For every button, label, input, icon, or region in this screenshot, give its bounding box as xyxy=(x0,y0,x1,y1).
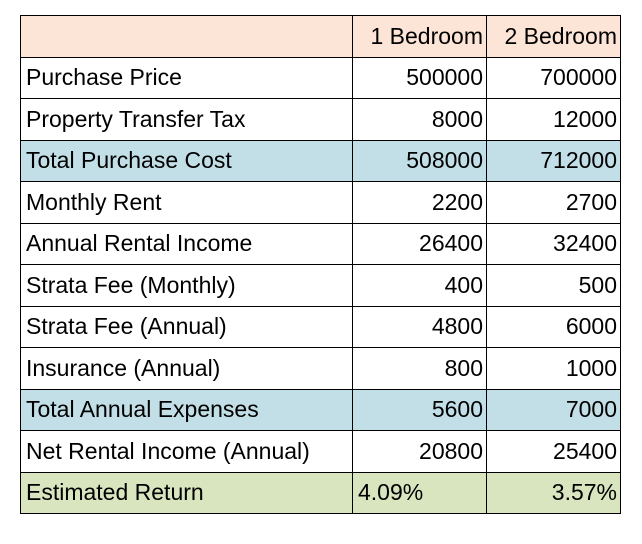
table-row: Net Rental Income (Annual) 20800 25400 xyxy=(20,430,621,473)
table-body: 1 Bedroom 2 Bedroom Purchase Price 500000… xyxy=(20,15,621,514)
cell-value: 700000 xyxy=(486,56,621,99)
cell-value: 25400 xyxy=(486,430,621,473)
column-header: 1 Bedroom xyxy=(352,15,487,58)
cell-value: 508000 xyxy=(352,139,487,182)
cell-value: 8000 xyxy=(352,98,487,141)
cell-value: 4800 xyxy=(352,305,487,348)
cell-value: 500000 xyxy=(352,56,487,99)
cell-value: 1000 xyxy=(486,347,621,390)
table-row: Purchase Price 500000 700000 xyxy=(20,56,621,99)
cell-value: 2700 xyxy=(486,181,621,224)
table-row: Monthly Rent 2200 2700 xyxy=(20,181,621,224)
row-label: Net Rental Income (Annual) xyxy=(20,430,353,473)
row-label: Insurance (Annual) xyxy=(20,347,353,390)
row-label: Total Annual Expenses xyxy=(20,388,353,431)
row-label: Strata Fee (Monthly) xyxy=(20,264,353,307)
table-row: Insurance (Annual) 800 1000 xyxy=(20,347,621,390)
cell-value: 7000 xyxy=(486,388,621,431)
cell-value: 500 xyxy=(486,264,621,307)
data-table: 1 Bedroom 2 Bedroom Purchase Price 500000… xyxy=(20,15,621,514)
table-row: Annual Rental Income 26400 32400 xyxy=(20,222,621,265)
corner-cell xyxy=(20,15,353,58)
cell-value: 5600 xyxy=(352,388,487,431)
cell-value: 32400 xyxy=(486,222,621,265)
cell-value: 4.09% xyxy=(352,471,487,514)
row-label: Strata Fee (Annual) xyxy=(20,305,353,348)
row-label: Purchase Price xyxy=(20,56,353,99)
cell-value: 6000 xyxy=(486,305,621,348)
cell-value: 800 xyxy=(352,347,487,390)
header-row: 1 Bedroom 2 Bedroom xyxy=(20,15,621,58)
table-row: Total Annual Expenses 5600 7000 xyxy=(20,388,621,431)
cell-value: 2200 xyxy=(352,181,487,224)
table-row: Property Transfer Tax 8000 12000 xyxy=(20,98,621,141)
cell-value: 12000 xyxy=(486,98,621,141)
row-label: Annual Rental Income xyxy=(20,222,353,265)
row-label: Property Transfer Tax xyxy=(20,98,353,141)
cell-value: 712000 xyxy=(486,139,621,182)
cell-value: 26400 xyxy=(352,222,487,265)
row-label: Estimated Return xyxy=(20,471,353,514)
cell-value: 400 xyxy=(352,264,487,307)
cell-value: 3.57% xyxy=(486,471,621,514)
table-row: Strata Fee (Annual) 4800 6000 xyxy=(20,305,621,348)
table-row: Estimated Return 4.09% 3.57% xyxy=(20,471,621,514)
cell-value: 20800 xyxy=(352,430,487,473)
row-label: Total Purchase Cost xyxy=(20,139,353,182)
table-row: Strata Fee (Monthly) 400 500 xyxy=(20,264,621,307)
table-row: Total Purchase Cost 508000 712000 xyxy=(20,139,621,182)
column-header: 2 Bedroom xyxy=(486,15,621,58)
row-label: Monthly Rent xyxy=(20,181,353,224)
